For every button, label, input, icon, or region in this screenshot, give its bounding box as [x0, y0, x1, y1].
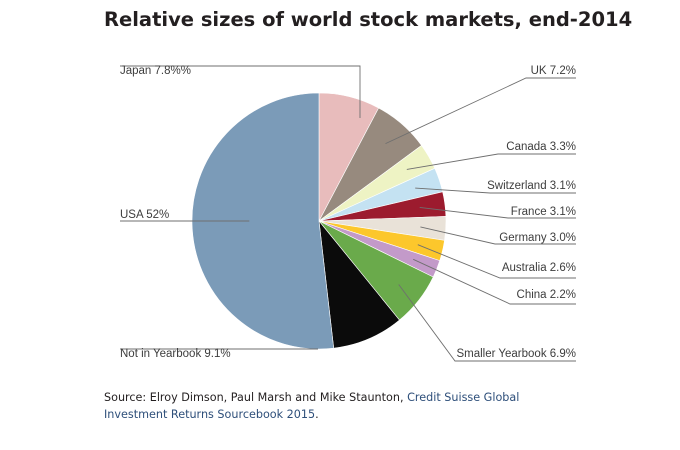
slice-label-usa: USA 52%: [120, 209, 169, 221]
leader-line-china: [413, 258, 576, 305]
leader-line-japan: [186, 65, 361, 118]
slice-label-uk: UK 7.2%: [531, 65, 576, 77]
chart-title: Relative sizes of world stock markets, e…: [104, 8, 633, 31]
leader-line-germany: [420, 226, 576, 245]
slice-label-france: France 3.1%: [511, 206, 576, 218]
source-link[interactable]: Credit Suisse Global Investment Returns …: [104, 391, 520, 421]
slice-label-not-in-yearbook: Not in Yearbook 9.1%: [120, 348, 231, 360]
source-suffix: .: [315, 408, 319, 421]
slice-label-switzerland: Switzerland 3.1%: [487, 180, 576, 192]
pie-slice-usa: [191, 92, 335, 350]
slice-label-japan: Japan 7.8%%: [120, 65, 191, 77]
source-note: Source: Elroy Dimson, Paul Marsh and Mik…: [104, 389, 574, 423]
leader-line-smaller-yearbook: [398, 284, 576, 362]
slice-label-smaller-yearbook: Smaller Yearbook 6.9%: [456, 348, 576, 360]
slice-label-china: China 2.2%: [517, 289, 576, 301]
source-prefix: Source: Elroy Dimson, Paul Marsh and Mik…: [104, 391, 408, 404]
leader-line-canada: [406, 153, 576, 170]
slice-label-germany: Germany 3.0%: [499, 232, 576, 244]
leader-line-uk: [385, 77, 576, 145]
leader-line-australia: [417, 244, 576, 279]
leader-line-france: [419, 206, 576, 219]
leader-line-switzerland: [415, 187, 576, 194]
slice-label-australia: Australia 2.6%: [502, 262, 576, 274]
slice-label-canada: Canada 3.3%: [506, 141, 576, 153]
pie-chart: Japan 7.8%% UK 7.2% Canada 3.3% Switzerland…: [120, 65, 576, 362]
